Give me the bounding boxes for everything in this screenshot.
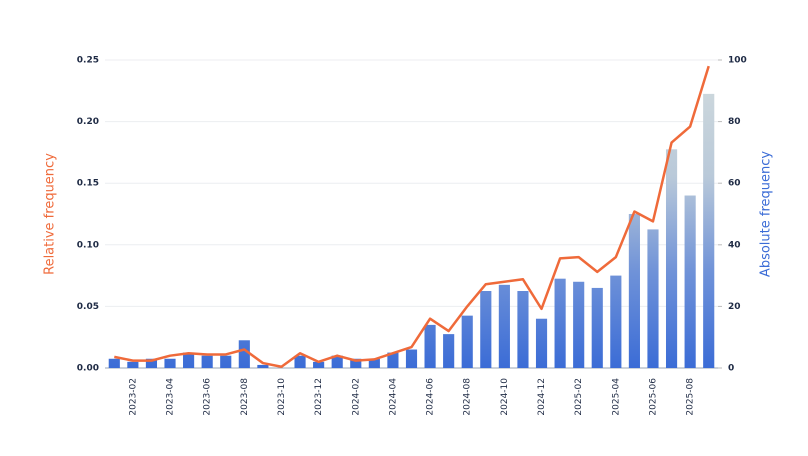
x-tick-label: 2024-06	[426, 378, 436, 416]
x-tick-label: 2023-04	[166, 378, 176, 416]
bar	[703, 93, 715, 368]
x-tick-label: 2024-10	[500, 378, 510, 416]
bar	[368, 358, 380, 368]
y-tick-label: 0.05	[77, 302, 99, 312]
y-tick-label: 0.20	[77, 117, 99, 127]
x-tick-label: 2024-08	[463, 378, 473, 416]
y2-tick-label: 0	[728, 364, 734, 374]
x-tick-label: 2025-04	[611, 378, 621, 416]
bar	[350, 358, 362, 368]
bar	[164, 358, 176, 368]
x-tick-label: 2023-10	[277, 378, 287, 416]
y2-tick-label: 60	[728, 179, 741, 189]
line	[114, 65, 710, 369]
bar	[220, 355, 232, 368]
x-tick-label: 2024-04	[388, 378, 398, 416]
bar	[387, 352, 399, 368]
bar	[628, 214, 640, 368]
x-tick-label: 2023-12	[314, 378, 324, 416]
bar	[183, 352, 195, 368]
bar	[238, 340, 250, 368]
x-tick-label: 2023-06	[203, 378, 213, 416]
bar	[331, 355, 343, 368]
y-tick-label: 0.10	[77, 240, 99, 250]
bar	[647, 229, 659, 368]
x-tick-label: 2025-06	[648, 378, 658, 416]
bar	[573, 281, 585, 368]
y2-tick-label: 100	[728, 56, 747, 66]
bar	[591, 287, 603, 368]
bar	[665, 149, 678, 368]
x-tick-label: 2023-02	[128, 378, 138, 416]
bar	[480, 291, 492, 368]
bar	[108, 358, 120, 368]
bar	[257, 364, 269, 368]
bar	[684, 195, 696, 368]
bar	[554, 278, 566, 368]
bar	[443, 334, 455, 368]
bar	[294, 355, 306, 368]
bar	[201, 355, 213, 368]
y2-tick-label: 20	[728, 302, 741, 312]
y-axis-label: Relative frequency	[43, 153, 58, 275]
y-tick-label: 0.25	[77, 56, 99, 66]
x-tick-label: 2025-08	[686, 378, 696, 416]
x-tick-label: 2023-08	[240, 378, 250, 416]
y2-tick-label: 40	[728, 240, 741, 250]
bar	[313, 361, 325, 368]
bar	[145, 358, 158, 368]
y-tick-label: 0.15	[77, 179, 99, 189]
y2-axis-label: Absolute frequency	[759, 151, 774, 277]
bar	[610, 275, 622, 368]
bar	[517, 291, 529, 368]
bar	[535, 318, 548, 368]
bar	[405, 349, 418, 368]
x-tick-label: 2025-02	[574, 378, 584, 416]
bar	[424, 324, 436, 368]
y2-tick-label: 80	[728, 117, 741, 127]
bar	[498, 284, 510, 368]
y-tick-label: 0.00	[77, 364, 99, 374]
bar	[127, 361, 139, 368]
x-tick-label: 2024-12	[537, 378, 547, 416]
bar	[461, 315, 473, 368]
x-tick-label: 2024-02	[351, 378, 361, 416]
